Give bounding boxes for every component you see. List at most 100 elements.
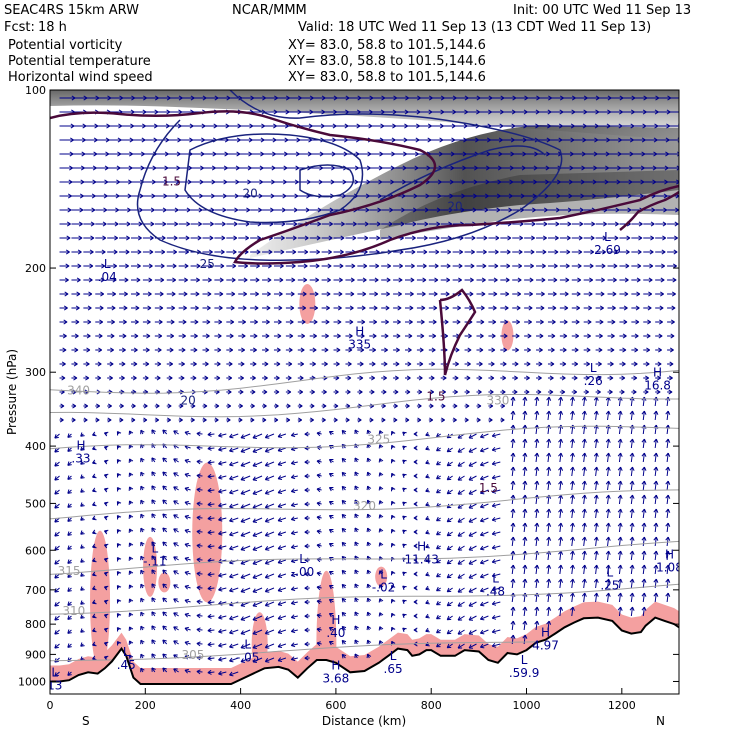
wind-vector — [218, 517, 227, 521]
wind-vector — [492, 587, 501, 591]
wind-vector — [277, 447, 287, 452]
moisture-band-surface — [50, 601, 679, 684]
wind-vector-head — [491, 572, 497, 578]
wind-vector-head — [66, 221, 71, 227]
wind-vector-head — [412, 207, 417, 213]
wind-vector — [457, 601, 465, 607]
wind-vector — [535, 425, 538, 435]
wind-vector-head — [242, 319, 247, 325]
wind-vector-head — [586, 347, 591, 353]
wind-vector — [291, 475, 298, 478]
wind-vector-head — [67, 573, 72, 578]
wind-vector-head — [229, 489, 234, 495]
wind-vector-head — [653, 578, 659, 583]
wind-vector-head — [218, 305, 223, 311]
wind-vector-head — [337, 319, 342, 325]
wind-vector-head — [149, 249, 154, 255]
wind-vector-head — [151, 569, 156, 574]
wind-vector-head — [435, 249, 440, 255]
wind-vector-head — [128, 444, 134, 449]
wind-vector-head — [490, 375, 495, 381]
wind-vector-head — [534, 578, 540, 583]
wind-vector — [492, 475, 501, 479]
wind-vector — [607, 467, 610, 477]
wind-vector-head — [113, 249, 118, 255]
wind-vector-head — [558, 410, 564, 415]
wind-vector-head — [304, 249, 309, 255]
wind-vector-head — [468, 504, 474, 509]
wind-vector-head — [359, 361, 364, 367]
wind-vector-head — [218, 446, 223, 452]
wind-speed-contour-label: 20 — [447, 200, 462, 214]
wind-vector-head — [453, 389, 458, 395]
wind-vector-head — [558, 480, 564, 485]
wind-vector-head — [316, 459, 321, 465]
wind-vector-head — [452, 417, 457, 423]
wind-vector — [666, 453, 669, 463]
wind-vector-head — [458, 263, 463, 269]
wind-vector — [229, 503, 239, 508]
wind-vector — [265, 517, 275, 523]
wind-vector-head — [597, 375, 602, 381]
wind-vector-head — [184, 626, 190, 632]
wind-vector — [492, 503, 501, 507]
wind-vector-head — [593, 578, 599, 583]
wind-vector — [207, 517, 215, 520]
wind-vector-head — [366, 429, 372, 435]
wind-vector — [654, 411, 657, 421]
wind-vector-head — [424, 207, 429, 213]
wind-vector-head — [104, 571, 109, 577]
wind-vector — [535, 467, 538, 477]
wind-vector-head — [638, 235, 643, 241]
wind-vector-head — [366, 639, 372, 645]
wind-vector-head — [140, 625, 145, 631]
wind-vector — [630, 453, 633, 463]
wind-vector-head — [454, 375, 459, 381]
wind-vector-head — [396, 319, 401, 325]
wind-vector — [535, 551, 538, 561]
wind-vector-head — [671, 291, 676, 297]
wind-vector-head — [218, 656, 223, 662]
wind-vector-head — [653, 452, 659, 457]
wind-vector — [583, 397, 586, 407]
wind-vector — [595, 523, 598, 533]
wind-vector-head — [76, 291, 81, 297]
wind-vector-head — [252, 546, 257, 551]
wind-vector-head — [441, 417, 445, 423]
wind-vector-head — [98, 347, 103, 353]
wind-vector-head — [347, 375, 352, 381]
wind-vector — [291, 461, 298, 464]
wind-vector — [277, 643, 287, 648]
wind-vector-head — [653, 550, 659, 555]
wind-vector — [265, 559, 275, 565]
wind-vector-head — [491, 530, 497, 536]
wind-vector-head — [173, 542, 178, 547]
wind-vector-head — [137, 249, 142, 255]
wind-vector — [291, 601, 298, 604]
wind-vector-head — [277, 559, 283, 564]
wind-vector-head — [364, 235, 369, 241]
wind-vector-head — [510, 522, 516, 527]
wind-vector-head — [334, 389, 339, 395]
wind-vector-head — [149, 235, 154, 241]
wind-vector — [666, 509, 669, 519]
wind-vector-head — [218, 572, 223, 578]
wind-vector-head — [659, 319, 663, 325]
wind-vector-head — [670, 319, 675, 325]
extremum-type: L — [604, 230, 611, 244]
wind-vector-head — [264, 644, 270, 649]
wind-vector-head — [173, 472, 178, 477]
wind-vector-head — [549, 375, 554, 381]
wind-vector-head — [375, 263, 380, 269]
wind-vector-head — [413, 585, 418, 591]
wind-vector-head — [207, 487, 212, 493]
wind-vector — [511, 453, 514, 463]
wind-vector — [523, 425, 526, 435]
wind-vector-head — [581, 550, 587, 555]
wind-vector-head — [173, 598, 178, 603]
wind-vector — [446, 643, 453, 649]
wind-vector-head — [601, 277, 605, 283]
wind-vector-head — [617, 466, 623, 471]
wind-vector — [618, 481, 622, 491]
wind-vector-head — [457, 518, 463, 523]
